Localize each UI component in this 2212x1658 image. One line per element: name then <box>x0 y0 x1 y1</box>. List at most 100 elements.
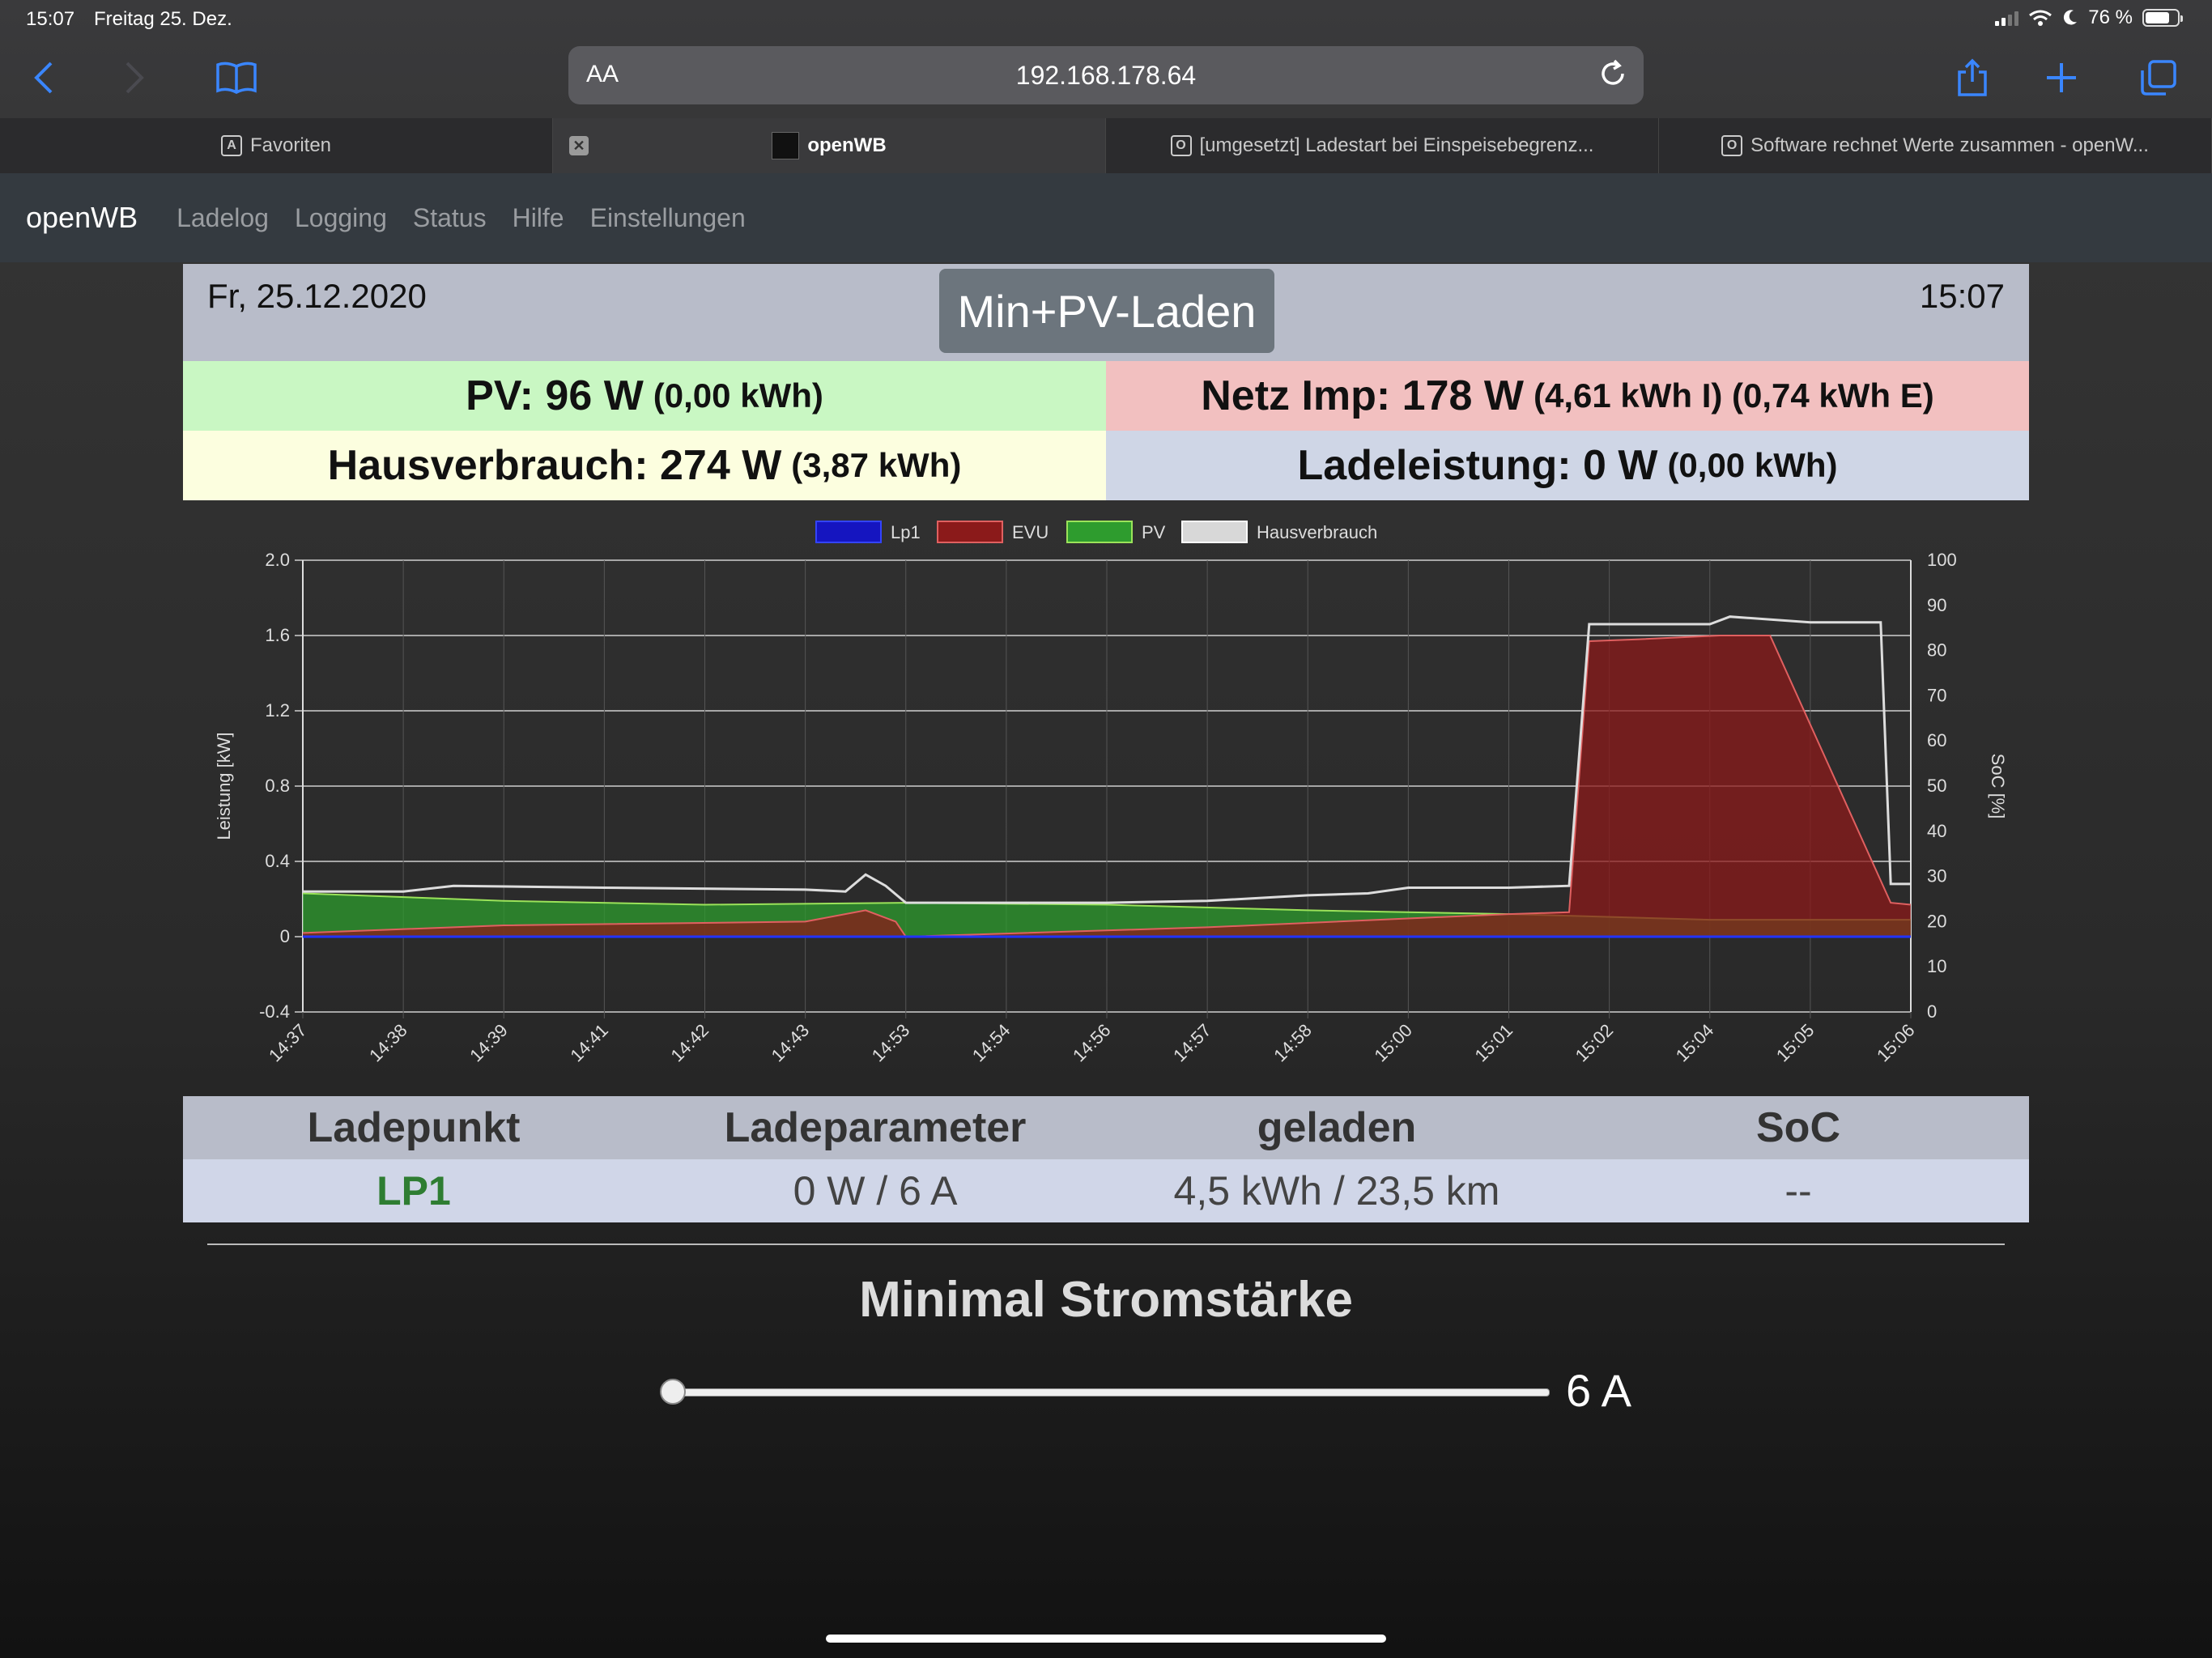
x-tick-label: 15:05 <box>1772 1020 1819 1066</box>
x-tick-label: 14:37 <box>265 1020 311 1066</box>
tab-forum-ladestart[interactable]: O [umgesetzt] Ladestart bei Einspeisebeg… <box>1106 118 1659 173</box>
x-tick-label: 14:42 <box>666 1020 713 1066</box>
y2-tick-label: 60 <box>1927 730 1946 750</box>
header-ladepunkt: Ladepunkt <box>307 1104 521 1151</box>
charge-mode-button[interactable]: Min+PV-Laden <box>939 269 1274 353</box>
share-icon[interactable] <box>1948 53 1997 102</box>
forum-favicon: O <box>1170 135 1192 156</box>
x-tick-label: 14:56 <box>1069 1020 1115 1066</box>
min-current-value: 6 A <box>1566 1365 1631 1416</box>
x-tick-label: 14:43 <box>768 1020 814 1066</box>
tab-openwb[interactable]: ✕ openWB <box>553 118 1106 173</box>
nav-logging[interactable]: Logging <box>294 202 387 232</box>
y-tick-label: -0.4 <box>259 1001 290 1022</box>
status-indicators: 76 % <box>1995 6 2183 29</box>
reader-aa-button[interactable]: AA <box>586 61 619 87</box>
evu-series-area <box>303 636 1911 937</box>
y2-tick-label: 10 <box>1927 956 1946 976</box>
x-tick-label: 15:04 <box>1672 1020 1718 1066</box>
tabs-overview-icon[interactable] <box>2134 53 2183 102</box>
main-content: Fr, 25.12.2020 Min+PV-Laden 15:07 PV: 96… <box>183 264 2029 1222</box>
x-tick-label: 14:54 <box>968 1020 1015 1066</box>
legend-label-evu: EVU <box>1012 522 1049 542</box>
header-row: Fr, 25.12.2020 Min+PV-Laden 15:07 <box>183 264 2029 361</box>
home-indicator <box>826 1635 1386 1643</box>
table-row[interactable]: LP1 0 W / 6 A 4,5 kWh / 23,5 km -- <box>183 1159 2029 1222</box>
new-tab-icon[interactable] <box>2037 53 2086 102</box>
house-energy: (3,87 kWh) <box>791 446 962 484</box>
ladepunkt-table-header: Ladepunkt Ladeparameter geladen SoC <box>183 1096 2029 1159</box>
grid-label: Netz Imp: 178 W <box>1201 372 1524 419</box>
nav-status[interactable]: Status <box>412 202 487 232</box>
legend-swatch-evu <box>937 521 1003 543</box>
lp1-parameter: 0 W / 6 A <box>793 1168 958 1214</box>
y-tick-label: 0.8 <box>265 776 290 796</box>
x-tick-label: 14:39 <box>466 1020 512 1066</box>
x-tick-label: 15:01 <box>1470 1020 1516 1066</box>
y-tick-label: 0 <box>280 926 290 946</box>
close-tab-icon[interactable]: ✕ <box>569 136 589 155</box>
legend-swatch-hausverbrauch <box>1181 521 1248 543</box>
tab-forum-software[interactable]: O Software rechnet Werte zusammen - open… <box>1659 118 2212 173</box>
moon-icon <box>2064 10 2078 25</box>
url-text[interactable]: 192.168.178.64 <box>1015 61 1197 90</box>
header-soc: SoC <box>1756 1104 1840 1151</box>
power-chart-svg: 2.01.61.20.80.40-0.410090807060504030201… <box>214 521 2008 1066</box>
y2-tick-label: 40 <box>1927 821 1946 841</box>
legend-label-lp1: Lp1 <box>891 522 921 542</box>
y-tick-label: 2.0 <box>265 550 290 570</box>
lp1-soc: -- <box>1784 1168 1812 1214</box>
y2-tick-label: 80 <box>1927 640 1946 661</box>
bookmarks-icon[interactable] <box>212 53 261 102</box>
current-time: 15:07 <box>1919 277 2005 315</box>
house-consumption: Hausverbrauch: 274 W (3,87 kWh) <box>183 431 1106 500</box>
openwb-navbar: openWB Ladelog Logging Status Hilfe Eins… <box>0 173 2212 262</box>
legend-label-pv: PV <box>1142 522 1166 542</box>
openwb-favicon <box>772 132 800 159</box>
header-geladen: geladen <box>1257 1104 1417 1151</box>
house-label: Hausverbrauch: 274 W <box>327 442 782 489</box>
battery-icon <box>2142 9 2183 27</box>
y2-tick-label: 50 <box>1927 776 1946 796</box>
address-bar[interactable]: AA 192.168.178.64 <box>568 46 1644 104</box>
status-date: Freitag 25. Dez. <box>94 8 232 30</box>
y2-tick-label: 90 <box>1927 595 1946 615</box>
slider-handle[interactable] <box>660 1379 686 1405</box>
browser-tab-strip: A Favoriten ✕ openWB O [umgesetzt] Lades… <box>0 118 2212 173</box>
charging-label: Ladeleistung: 0 W <box>1297 442 1658 489</box>
hausverbrauch-series-line <box>303 615 1911 904</box>
min-current-slider[interactable] <box>672 1388 1550 1397</box>
reload-icon[interactable] <box>1597 57 1629 90</box>
x-tick-label: 14:41 <box>566 1020 612 1066</box>
y2-tick-label: 0 <box>1927 1001 1937 1022</box>
status-time: 15:07 <box>26 8 75 30</box>
tab-favoriten[interactable]: A Favoriten <box>0 118 553 173</box>
brand-link[interactable]: openWB <box>26 201 138 234</box>
x-tick-label: 15:06 <box>1873 1020 1919 1066</box>
legend-swatch-lp1 <box>815 521 882 543</box>
y-tick-label: 0.4 <box>265 851 290 871</box>
x-tick-label: 15:00 <box>1370 1020 1416 1066</box>
grid-energy: (4,61 kWh I) (0,74 kWh E) <box>1533 376 1934 414</box>
back-icon[interactable] <box>19 53 68 102</box>
nav-hilfe[interactable]: Hilfe <box>512 202 564 232</box>
charging-energy: (0,00 kWh) <box>1667 446 1838 484</box>
nav-ladelog[interactable]: Ladelog <box>177 202 269 232</box>
lp1-geladen: 4,5 kWh / 23,5 km <box>1173 1168 1500 1214</box>
forward-icon[interactable] <box>110 53 159 102</box>
y2-tick-label: 30 <box>1927 866 1946 886</box>
y2-tick-label: 100 <box>1927 550 1957 570</box>
x-tick-label: 14:57 <box>1169 1020 1215 1066</box>
legend-swatch-pv <box>1066 521 1133 543</box>
tab-label: openWB <box>807 134 887 156</box>
divider <box>207 1244 2005 1245</box>
cellular-signal-icon <box>1995 10 2019 26</box>
y2-tick-label: 20 <box>1927 911 1946 931</box>
nav-einstellungen[interactable]: Einstellungen <box>589 202 746 232</box>
power-chart[interactable]: 2.0 1.6 1.2 0.8 0.4 0 -0.4 100 90 80 70 60 50 40 30 20 1… <box>183 500 2029 1096</box>
pv-power: PV: 96 W (0,00 kWh) <box>183 361 1106 431</box>
lp1-name[interactable]: LP1 <box>376 1168 451 1214</box>
evu-series-line <box>302 635 1912 938</box>
charging-power: Ladeleistung: 0 W (0,00 kWh) <box>1106 431 2029 500</box>
y-axis-label: Leistung [kW] <box>214 732 234 840</box>
